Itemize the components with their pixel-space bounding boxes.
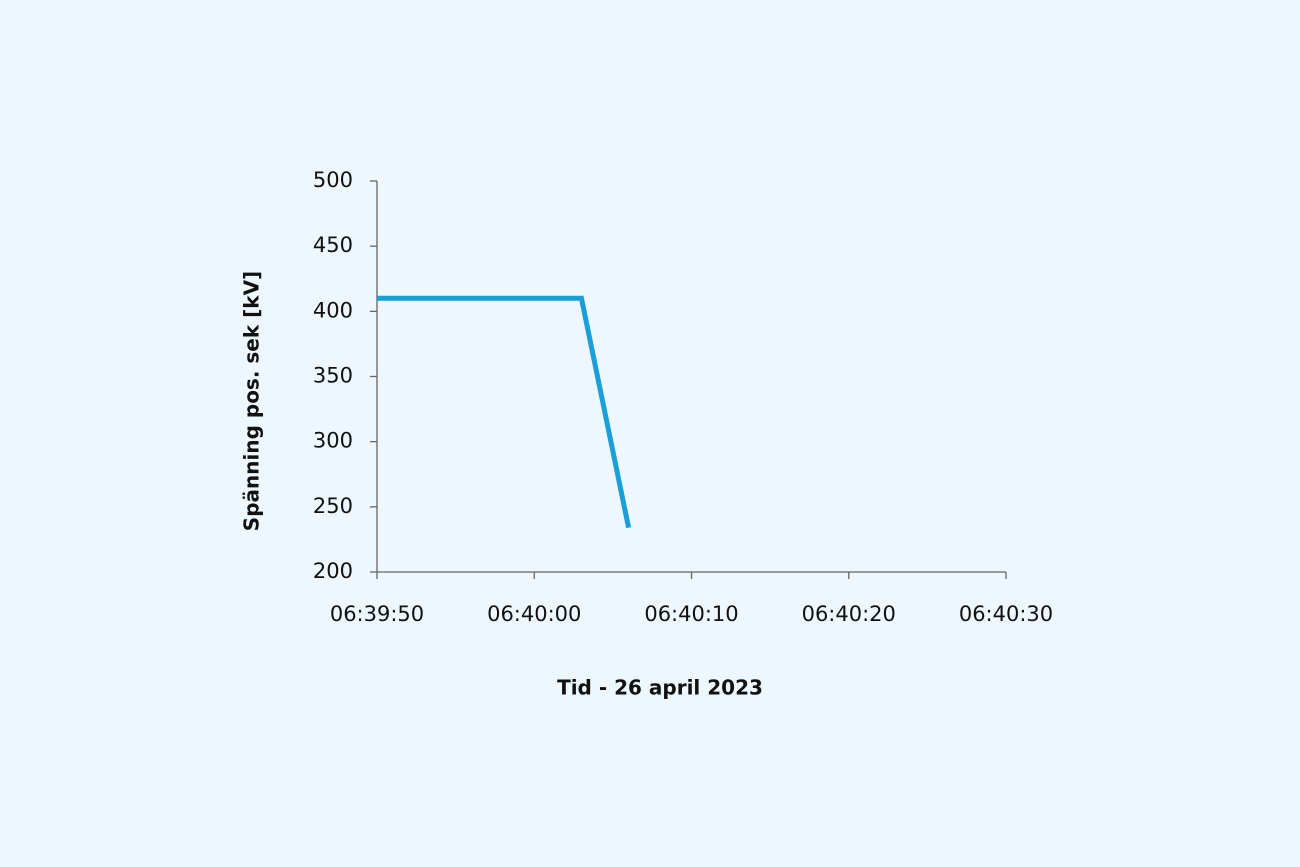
y-tick-label: 300 [313,429,353,453]
x-axis-label: Tid - 26 april 2023 [557,676,763,700]
y-tick-label: 450 [313,233,353,257]
y-tick-label: 400 [313,298,353,322]
y-axis-label: Spänning pos. sek [kV] [240,271,264,531]
x-tick-label: 06:39:50 [330,602,424,626]
y-tick-label: 200 [313,559,353,583]
y-tick-label: 500 [313,168,353,192]
y-tick-label: 250 [313,494,353,518]
y-tick-label: 350 [313,364,353,388]
x-tick-label: 06:40:00 [487,602,581,626]
data-line [377,295,632,529]
x-tick-label: 06:40:30 [959,602,1053,626]
x-tick-label: 06:40:20 [802,602,896,626]
x-tick-label: 06:40:10 [644,602,738,626]
